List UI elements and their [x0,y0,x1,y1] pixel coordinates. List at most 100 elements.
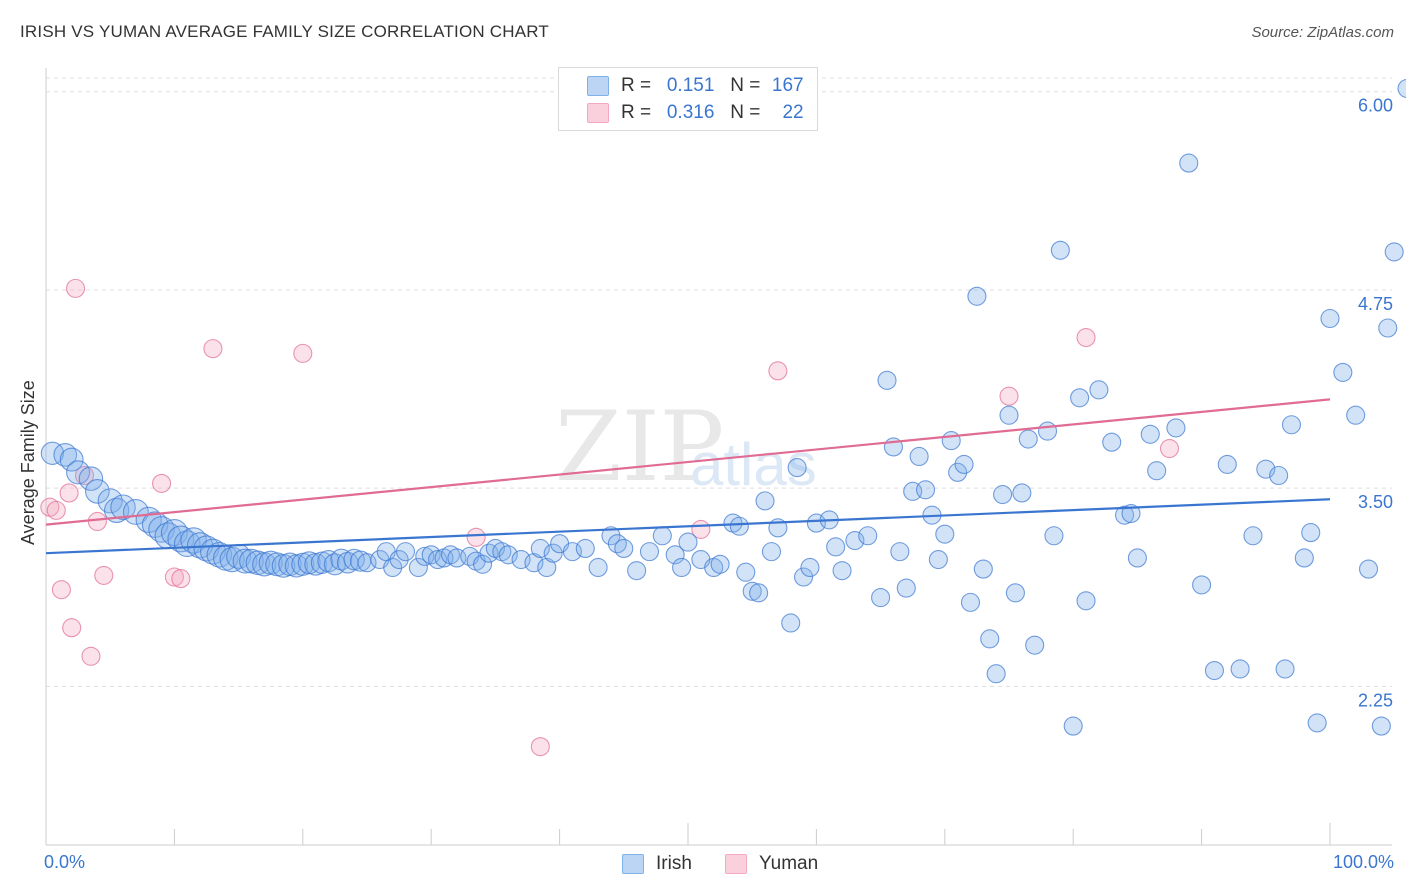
yuman-swatch [587,103,609,123]
yuman-legend-swatch [725,854,747,874]
irish-point [588,557,608,578]
irish-point [537,557,557,578]
irish-point [1320,308,1340,329]
y-tick-label: 6.00 [1358,96,1393,116]
irish-point [627,561,647,581]
irish-swatch [587,76,609,96]
irish-point [639,542,660,562]
irish-point [877,370,897,390]
n-label: N = [730,75,761,96]
irish-point [941,431,961,451]
irish-point [665,545,685,565]
irish-point [845,530,865,551]
irish-point [928,549,948,570]
watermark-zip: ZIP [555,391,724,503]
irish-point [343,548,365,571]
yuman-point [81,646,101,666]
yuman-point [164,567,184,587]
irish-point [909,446,929,467]
yuman-point [466,527,486,547]
yuman-legend-label: Yuman [759,853,819,874]
irish-point [1070,388,1090,408]
y-tick-label: 4.75 [1358,294,1393,314]
irish-point [1050,240,1070,260]
yuman-point [171,569,191,589]
irish-point [1397,79,1406,99]
irish-point [749,583,769,603]
irish-point [935,524,955,544]
yuman-point [293,343,313,363]
irish-point [1127,548,1147,568]
irish-point [232,548,258,574]
irish-point [993,484,1013,505]
irish-point [948,462,968,482]
irish-r-value: 0.151 [666,75,715,96]
irish-point [40,441,65,465]
irish-point [890,542,910,562]
irish-point [999,405,1019,425]
irish-point [1204,661,1224,681]
yuman-r-value: 0.316 [666,102,715,123]
legend-item-irish: Irish [622,851,692,877]
irish-point [1140,424,1160,444]
irish-point [1358,559,1379,579]
irish-point [122,499,149,525]
irish-point [1301,523,1321,543]
irish-point [1102,432,1122,452]
x-tick-min: 0.0% [44,852,86,872]
irish-point [1384,242,1404,262]
yuman-point [152,473,172,493]
irish-point [1346,405,1366,425]
irish-trend-line [45,498,1331,555]
yuman-point [59,483,79,503]
irish-point [1275,659,1295,679]
irish-point [1307,713,1327,733]
irish-point [1063,716,1083,736]
yuman-trend-line [45,398,1331,526]
irish-point [219,546,245,573]
irish-point [1192,575,1212,595]
irish-point [652,526,672,546]
chart-title: IRISH VS YUMAN AVERAGE FAMILY SIZE CORRE… [20,22,550,41]
irish-point [954,454,974,474]
irish-point [1076,591,1096,611]
irish-point [59,447,84,472]
irish-point [1037,421,1058,441]
irish-point [871,588,891,608]
irish-point [1179,153,1199,173]
irish-point [1230,659,1250,679]
irish-point [415,546,435,566]
yuman-point [203,339,223,359]
irish-point [543,543,563,563]
irish-point [1281,415,1302,435]
irish-point [973,559,993,579]
irish-n-value: 167 [771,75,804,96]
irish-point [896,578,916,598]
irish-point [1166,418,1186,438]
irish-point [832,561,852,581]
irish-point [1243,526,1263,546]
irish-point [1115,505,1135,525]
irish-point [85,479,110,504]
yuman-n-value: 22 [782,102,804,123]
yuman-point [1159,438,1180,459]
irish-point [960,592,981,612]
irish-point [330,548,353,571]
irish-point [1018,429,1038,449]
irish-point [986,664,1006,684]
yuman-point [65,278,86,298]
irish-point [755,491,775,511]
irish-point [530,538,550,558]
irish-point [781,613,801,633]
irish-point [575,538,595,558]
x-tick-max: 100.0% [1332,852,1394,872]
yuman-point [1076,327,1096,348]
irish-point [1371,716,1391,736]
irish-point [1269,465,1289,486]
legend-row-yuman: R = 0.316 N = 22 [587,100,804,126]
y-tick-label: 3.50 [1358,492,1393,512]
irish-point [97,488,123,514]
irish-point [1005,583,1025,603]
irish-point [800,557,820,578]
source-label: Source: ZipAtlas.com [1251,24,1394,41]
